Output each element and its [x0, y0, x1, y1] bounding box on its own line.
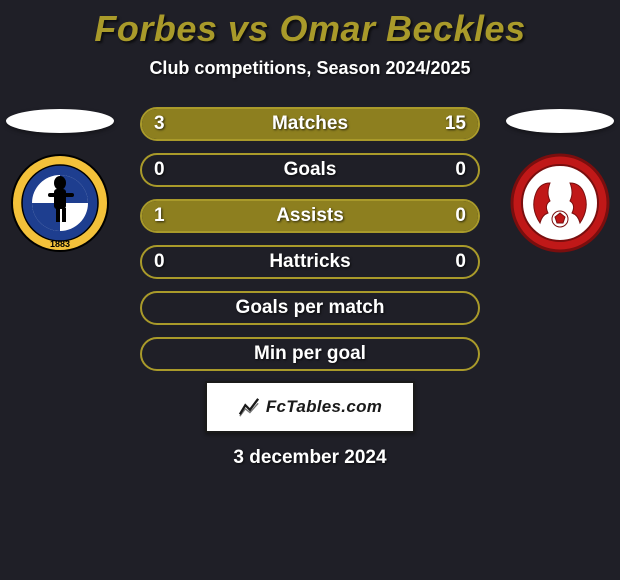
leyton-orient-badge-icon	[510, 153, 610, 253]
stat-value-left: 0	[154, 251, 165, 273]
stat-value-right: 0	[455, 251, 466, 273]
stats-column: 3 15 Matches 0 0 Goals 1 0 Assists 0 0 Hattricks Goa…	[120, 107, 500, 371]
stat-fill-left	[142, 109, 198, 139]
stat-value-right: 0	[455, 159, 466, 181]
stat-label: Hattricks	[269, 251, 350, 273]
stat-bar: Min per goal	[140, 337, 480, 371]
stat-value-left: 1	[154, 205, 165, 227]
stat-bar: 3 15 Matches	[140, 107, 480, 141]
brand-text: FcTables.com	[266, 397, 382, 417]
stat-value-left: 3	[154, 113, 165, 135]
stat-label: Matches	[272, 113, 348, 135]
stat-value-right: 15	[445, 113, 466, 135]
stat-label: Min per goal	[254, 343, 366, 365]
date-text: 3 december 2024	[233, 447, 386, 469]
page-title: Forbes vs Omar Beckles	[94, 8, 525, 50]
stat-value-left: 0	[154, 159, 165, 181]
stat-bar: 0 0 Goals	[140, 153, 480, 187]
left-player-ellipse	[6, 109, 114, 133]
main-row: 1883 3 15 Matches 0 0 Goals 1 0 Assists 0 0 Hattric…	[0, 107, 620, 371]
stat-label: Goals per match	[236, 297, 385, 319]
stat-bar: 1 0 Assists	[140, 199, 480, 233]
right-column	[500, 107, 620, 253]
stat-label: Assists	[276, 205, 344, 227]
brand-chart-icon	[238, 396, 260, 418]
left-team-badge: 1883	[10, 153, 110, 253]
right-team-badge	[510, 153, 610, 253]
left-column: 1883	[0, 107, 120, 253]
page-subtitle: Club competitions, Season 2024/2025	[149, 58, 470, 79]
stat-bar: 0 0 Hattricks	[140, 245, 480, 279]
brand-pill: FcTables.com	[205, 381, 415, 433]
bristol-rovers-badge-icon: 1883	[10, 153, 110, 253]
content-root: Forbes vs Omar Beckles Club competitions…	[0, 0, 620, 580]
stat-bar: Goals per match	[140, 291, 480, 325]
right-player-ellipse	[506, 109, 614, 133]
stat-value-right: 0	[455, 205, 466, 227]
stat-label: Goals	[284, 159, 337, 181]
badge-year: 1883	[50, 239, 70, 249]
